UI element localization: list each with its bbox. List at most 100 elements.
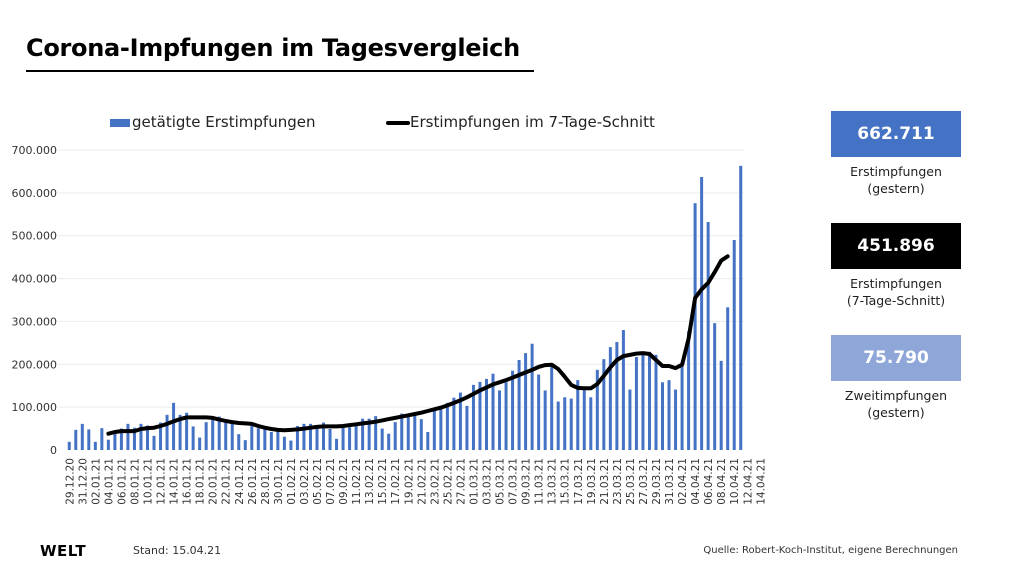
bar <box>602 359 606 450</box>
bar <box>563 397 567 450</box>
x-tick-label: 04.01.21 <box>103 458 115 505</box>
x-tick-label: 08.01.21 <box>129 458 141 505</box>
bar <box>100 428 104 450</box>
bar <box>106 439 110 450</box>
bar <box>739 165 743 450</box>
x-tick-label: 19.03.21 <box>586 458 598 505</box>
kpi-sublabel: (gestern) <box>867 405 925 420</box>
x-tick-label: 31.03.21 <box>664 458 676 505</box>
bar <box>608 347 612 450</box>
bar <box>419 419 423 450</box>
x-tick-label: 21.02.21 <box>416 458 428 505</box>
y-tick-label: 300.000 <box>12 315 58 328</box>
bar <box>217 416 221 450</box>
bar <box>478 381 482 450</box>
bar <box>74 429 78 450</box>
bar <box>198 437 202 450</box>
bar <box>647 351 651 450</box>
bar <box>282 436 286 450</box>
bar <box>667 380 671 450</box>
kpi-label: Erstimpfungen <box>850 276 942 291</box>
bar <box>328 429 332 450</box>
bar <box>165 414 169 450</box>
x-tick-label: 26.01.21 <box>247 458 259 505</box>
x-tick-label: 11.03.21 <box>534 458 546 505</box>
bar <box>152 435 156 450</box>
bar <box>191 426 195 450</box>
x-tick-label: 21.03.21 <box>599 458 611 505</box>
x-tick-label: 08.04.21 <box>716 458 728 505</box>
bar <box>680 366 684 450</box>
x-tick-label: 07.03.21 <box>508 458 520 505</box>
bar <box>276 431 280 450</box>
kpi-value-box: 451.896 <box>831 223 961 269</box>
x-tick-label: 31.12.20 <box>77 458 89 505</box>
bar <box>719 360 723 450</box>
x-tick-label: 01.03.21 <box>468 458 480 505</box>
bar <box>654 354 658 450</box>
legend-bar-swatch <box>110 119 130 127</box>
kpi-label: Zweitimpfungen <box>844 388 948 403</box>
kpi-sublabel: (7-Tage-Schnitt) <box>846 293 946 308</box>
bar <box>726 307 730 450</box>
x-tick-label: 15.03.21 <box>560 458 572 505</box>
bar <box>308 423 312 450</box>
bar <box>243 440 247 450</box>
bar <box>439 408 443 450</box>
bar <box>556 401 560 450</box>
bar <box>406 414 410 450</box>
bar <box>159 422 163 450</box>
bar <box>119 428 123 450</box>
bar <box>93 441 97 450</box>
vaccination-chart: 0 100.000 200.000 300.000 400.000 500.000 600.… <box>12 113 768 505</box>
x-tick-label: 06.01.21 <box>116 458 128 505</box>
bar <box>426 432 430 450</box>
bar <box>432 409 436 450</box>
bar <box>693 203 697 450</box>
bar <box>452 397 456 450</box>
x-tick-label: 28.01.21 <box>260 458 272 505</box>
x-tick-label: 25.02.21 <box>442 458 454 505</box>
bar <box>237 434 241 450</box>
x-tick-label: 14.01.21 <box>169 458 181 505</box>
bar <box>484 378 488 450</box>
x-tick-label: 23.03.21 <box>612 458 624 505</box>
bar <box>713 323 717 450</box>
x-tick-label: 10.01.21 <box>142 458 154 505</box>
x-tick-label: 03.02.21 <box>299 458 311 505</box>
data-as-of: Stand: 15.04.21 <box>133 544 222 557</box>
x-tick-label: 27.03.21 <box>638 458 650 505</box>
x-tick-label: 15.02.21 <box>377 458 389 505</box>
bar <box>530 343 534 450</box>
source-note: Quelle: Robert-Koch-Institut, eigene Ber… <box>703 545 958 556</box>
y-tick-label: 200.000 <box>12 358 58 371</box>
bar <box>687 331 691 450</box>
x-tick-label: 29.12.20 <box>64 458 76 505</box>
bar <box>361 418 365 450</box>
kpi-value: 662.711 <box>857 124 935 144</box>
bar <box>393 422 397 450</box>
kpi-value-box: 662.711 <box>831 111 961 157</box>
bar <box>504 382 508 450</box>
bar <box>589 397 593 450</box>
x-tick-label: 17.03.21 <box>573 458 585 505</box>
bar <box>458 392 462 450</box>
kpi-sublabel: (gestern) <box>867 181 925 196</box>
kpi-label: Erstimpfungen <box>850 164 942 179</box>
x-tick-label: 19.02.21 <box>403 458 415 505</box>
bar <box>582 387 586 450</box>
bar <box>537 374 541 450</box>
x-tick-label: 17.02.21 <box>390 458 402 505</box>
y-tick-label: 600.000 <box>12 187 58 200</box>
bar <box>471 384 475 450</box>
x-tick-label: 11.02.21 <box>351 458 363 505</box>
bar <box>569 398 573 450</box>
x-tick-label: 06.04.21 <box>703 458 715 505</box>
x-tick-label: 02.04.21 <box>677 458 689 505</box>
x-tick-label: 05.02.21 <box>312 458 324 505</box>
bar <box>661 382 665 450</box>
bar <box>354 424 358 450</box>
bar <box>139 423 143 450</box>
bar <box>132 427 136 450</box>
bar <box>322 422 326 450</box>
